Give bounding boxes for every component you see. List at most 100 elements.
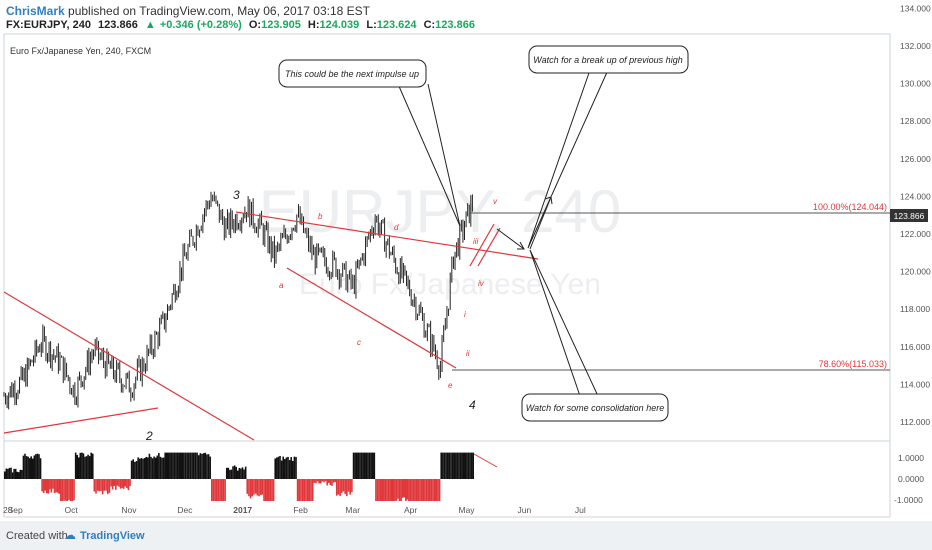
time-tick: May bbox=[458, 505, 475, 515]
osc-bar bbox=[331, 479, 333, 486]
osc-bar bbox=[311, 479, 314, 501]
osc-bar bbox=[461, 452, 463, 479]
osc-bar bbox=[321, 479, 324, 482]
osc-bar bbox=[30, 456, 33, 479]
osc-bar bbox=[288, 460, 291, 479]
osc-bar bbox=[368, 452, 371, 479]
osc-bar bbox=[204, 452, 207, 479]
osc-bar bbox=[63, 479, 65, 501]
osc-bar bbox=[419, 479, 421, 501]
osc-bar bbox=[58, 479, 60, 494]
osc-bar bbox=[184, 452, 187, 479]
osc-bar bbox=[415, 479, 418, 501]
osc-bar bbox=[98, 479, 101, 492]
footer-bar: Created with ☁ TradingView bbox=[0, 521, 932, 550]
osc-bar bbox=[206, 454, 208, 479]
wave-label-c: c bbox=[357, 338, 361, 347]
osc-bar bbox=[341, 479, 343, 493]
symbol-label: FX:EURJPY, 240 bbox=[6, 19, 91, 31]
osc-bar bbox=[13, 468, 15, 479]
callout-break-text: Watch for a break up of previous high bbox=[533, 55, 682, 65]
osc-bar bbox=[5, 468, 8, 479]
osc-bar bbox=[224, 479, 226, 501]
osc-bar bbox=[169, 452, 171, 479]
osc-bar bbox=[422, 479, 425, 501]
osc-bar bbox=[394, 479, 396, 501]
osc-bar bbox=[35, 454, 37, 479]
osc-bar bbox=[64, 479, 67, 501]
time-tick: Jul bbox=[575, 505, 586, 515]
osc-bar bbox=[31, 458, 34, 479]
osc-bar bbox=[227, 467, 230, 479]
osc-bar bbox=[451, 452, 454, 479]
price-change: +0.346 (+0.28%) bbox=[159, 19, 242, 31]
osc-bar bbox=[352, 452, 355, 479]
osc-bar bbox=[445, 452, 447, 479]
osc-bar bbox=[10, 467, 12, 479]
osc-bar bbox=[189, 452, 192, 479]
author-link[interactable]: ChrisMark bbox=[6, 4, 65, 18]
osc-bar bbox=[254, 479, 257, 494]
osc-bar bbox=[467, 452, 470, 479]
osc-bar bbox=[24, 453, 26, 479]
projection-arrow-up-head bbox=[544, 196, 553, 205]
triangle-lower-line bbox=[286, 267, 457, 369]
osc-bar bbox=[414, 479, 416, 501]
osc-bar bbox=[244, 466, 247, 479]
osc-bar bbox=[355, 452, 358, 479]
osc-bar bbox=[378, 479, 380, 501]
osc-bar bbox=[148, 453, 151, 479]
osc-bar bbox=[61, 479, 64, 501]
osc-bar bbox=[306, 479, 309, 501]
osc-bar bbox=[137, 457, 139, 479]
osc-bar bbox=[219, 479, 221, 501]
osc-bar bbox=[161, 457, 163, 479]
osc-bar bbox=[379, 479, 382, 501]
osc-bar bbox=[33, 455, 36, 479]
osc-bar bbox=[73, 479, 75, 501]
impulse-channel-2 bbox=[477, 227, 501, 267]
osc-bar bbox=[381, 479, 384, 501]
osc-bar bbox=[191, 452, 193, 479]
time-tick: 28 bbox=[3, 505, 13, 515]
osc-bar bbox=[347, 479, 350, 492]
osc-bar bbox=[251, 479, 254, 497]
osc-bar bbox=[173, 452, 176, 479]
osc-bar bbox=[233, 465, 236, 479]
osc-bar bbox=[339, 479, 341, 496]
tradingview-brand[interactable]: TradingView bbox=[80, 530, 145, 542]
low-label: L: bbox=[366, 19, 377, 31]
osc-bar bbox=[106, 479, 109, 495]
osc-bar bbox=[438, 479, 441, 501]
osc-bar bbox=[150, 456, 152, 479]
osc-bar bbox=[334, 479, 336, 482]
wave-label-a: a bbox=[279, 281, 284, 290]
price-tick: 124.000 bbox=[900, 191, 931, 201]
price-tick: 130.000 bbox=[900, 79, 931, 89]
osc-bar bbox=[455, 452, 457, 479]
osc-bar bbox=[464, 452, 467, 479]
osc-bar bbox=[263, 479, 265, 501]
osc-bar bbox=[409, 479, 412, 501]
osc-bar bbox=[401, 479, 404, 498]
osc-bar bbox=[77, 457, 80, 479]
fib-label-786: 78.60%(115.033) bbox=[819, 359, 887, 369]
osc-bar bbox=[359, 452, 361, 479]
osc-bar bbox=[459, 452, 462, 479]
projection-arrows bbox=[496, 196, 553, 250]
up-arrow-icon: ▲ bbox=[144, 19, 156, 31]
osc-bar bbox=[466, 452, 468, 479]
osc-bar bbox=[19, 469, 22, 479]
osc-bar bbox=[135, 461, 138, 479]
osc-bar bbox=[100, 479, 102, 491]
osc-bar bbox=[170, 452, 173, 479]
price-tick: 112.000 bbox=[900, 417, 930, 427]
osc-bar bbox=[201, 453, 203, 479]
last-price-badge-text: 123.866 bbox=[894, 211, 925, 221]
osc-bar bbox=[21, 469, 23, 479]
osc-bar bbox=[332, 479, 335, 483]
osc-bar bbox=[469, 452, 471, 479]
osc-bar bbox=[313, 479, 316, 483]
wave2-support-line bbox=[3, 407, 159, 434]
